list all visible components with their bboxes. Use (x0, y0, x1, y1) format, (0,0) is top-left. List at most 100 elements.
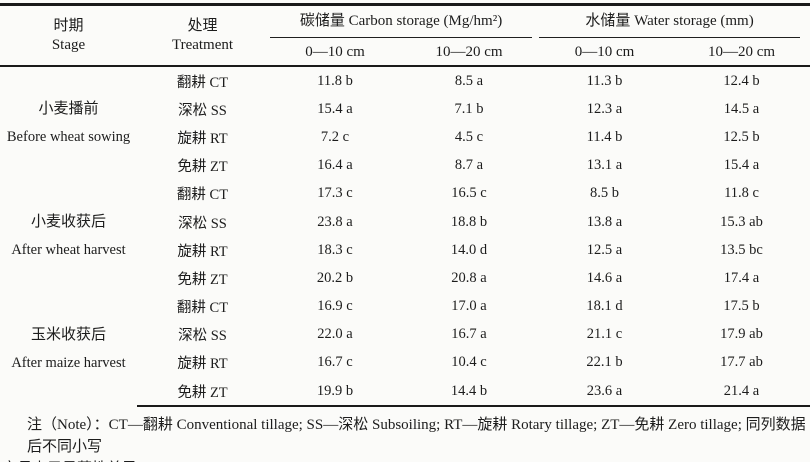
table-row: 深松 SS 22.0 a 16.7 a 21.1 c 17.9 ab (0, 321, 810, 349)
stage-en: Before wheat sowing (6, 129, 131, 146)
value-cell: 11.4 b (586, 128, 623, 145)
value-cell: 17.5 b (723, 298, 760, 315)
value-cell: 17.7 ab (720, 354, 763, 371)
carbon-depth-0-10-header: 0—10 cm (268, 40, 402, 67)
value-cell: 15.3 ab (720, 213, 763, 230)
value-cell: 17.4 a (723, 269, 760, 286)
value-cell: 12.3 a (586, 100, 623, 117)
value-cell: 16.7 c (317, 354, 353, 371)
table-row: 旋耕 RT 16.7 c 10.4 c 22.1 b 17.7 ab (0, 349, 810, 377)
stage-column-header: 时期 Stage (0, 4, 137, 67)
value-cell: 14.0 d (450, 241, 488, 258)
table-row: 小麦收获后 After wheat harvest 翻耕 CT 17.3 c 1… (0, 180, 810, 258)
footnote-line-2: 字母表示显著性差异 (P < 0.05) Different small let… (0, 458, 810, 462)
value-cell: 19.9 b (268, 377, 402, 408)
stage-cell: 小麦播前 Before wheat sowing (0, 66, 137, 180)
stage-zh: 小麦收获后 (30, 213, 106, 230)
stage-zh: 玉米收获后 (30, 327, 106, 344)
treatment-cell: 旋耕 RT (177, 243, 228, 260)
header-row-groups: 时期 Stage 处理 Treatment 碳储量 Carbon storage… (0, 4, 810, 67)
value-cell: 23.8 a (317, 213, 353, 230)
value-cell: 16.4 a (317, 157, 353, 174)
value-cell: 10.4 c (451, 354, 487, 371)
treatment-cell: 深松 SS (178, 215, 227, 232)
stage-cell: 玉米收获后 After maize harvest (0, 293, 137, 407)
table-row: 深松 SS 23.8 a 18.8 b 13.8 a 15.3 ab (0, 208, 810, 236)
stage-en: After wheat harvest (11, 242, 126, 259)
treatment-header-zh: 处理 (187, 17, 218, 34)
value-cell: 15.4 a (723, 157, 760, 174)
water-depth-0-10-header: 0—10 cm (536, 40, 674, 67)
value-cell: 17.9 ab (720, 326, 763, 343)
footnote-line-1: 注（Note）：CT—翻耕 Conventional tillage; SS—深… (27, 417, 806, 456)
carbon-depth-10-20-header: 10—20 cm (402, 40, 537, 67)
value-cell: 13.8 a (586, 213, 623, 230)
treatment-cell: 免耕 ZT (177, 271, 228, 288)
value-cell: 14.4 b (402, 377, 537, 408)
treatment-cell: 免耕 ZT (137, 377, 268, 408)
water-depth-10-20-header: 10—20 cm (673, 40, 810, 67)
value-cell: 21.1 c (586, 326, 623, 343)
value-cell: 23.6 a (536, 377, 674, 408)
treatment-cell: 旋耕 RT (177, 130, 228, 147)
value-cell: 8.5 a (454, 72, 484, 89)
treatment-column-header: 处理 Treatment (137, 4, 268, 67)
value-cell: 17.3 c (317, 185, 353, 202)
value-cell: 12.5 a (586, 241, 623, 258)
value-cell: 21.4 a (673, 377, 810, 408)
value-cell: 12.5 b (723, 128, 760, 145)
value-cell: 14.5 a (723, 100, 760, 117)
treatment-cell: 翻耕 CT (176, 300, 229, 317)
table-row: 旋耕 RT 7.2 c 4.5 c 11.4 b 12.5 b (0, 123, 810, 151)
value-cell: 8.7 a (454, 157, 484, 174)
table-row: 免耕 ZT 20.2 b 20.8 a 14.6 a 17.4 a (0, 264, 810, 292)
value-cell: 12.4 b (723, 72, 760, 89)
treatment-cell: 翻耕 CT (176, 74, 229, 91)
value-cell: 18.3 c (317, 241, 353, 258)
treatment-header-en: Treatment (171, 36, 234, 53)
treatment-cell: 翻耕 CT (176, 187, 229, 204)
table-row: 小麦播前 Before wheat sowing 翻耕 CT 11.8 b 8.… (0, 66, 810, 146)
table-row: 玉米收获后 After maize harvest 翻耕 CT 16.9 c 1… (0, 293, 810, 371)
value-cell: 16.5 c (451, 185, 487, 202)
treatment-cell: 旋耕 RT (177, 356, 228, 373)
table-header: 时期 Stage 处理 Treatment 碳储量 Carbon storage… (0, 4, 810, 67)
stage-en: After maize harvest (11, 355, 126, 372)
treatment-cell: 深松 SS (178, 102, 227, 119)
carbon-storage-group-header: 碳储量 Carbon storage (Mg/hm²) (268, 5, 536, 41)
value-cell: 16.9 c (317, 298, 353, 315)
value-cell: 20.8 a (451, 269, 487, 286)
water-storage-group-header: 水储量 Water storage (mm) (536, 5, 810, 41)
treatment-cell: 深松 SS (178, 328, 227, 345)
table-body: 小麦播前 Before wheat sowing 翻耕 CT 11.8 b 8.… (0, 66, 810, 408)
value-cell: 13.5 bc (720, 241, 763, 258)
header-row-depths: 0—10 cm 10—20 cm 0—10 cm 10—20 cm (0, 40, 810, 67)
value-cell: 14.6 a (586, 269, 623, 286)
value-cell: 18.1 d (586, 298, 623, 315)
results-table: 时期 Stage 处理 Treatment 碳储量 Carbon storage… (0, 3, 810, 408)
value-cell: 22.0 a (317, 326, 353, 343)
stage-zh: 小麦播前 (38, 101, 99, 118)
value-cell: 22.1 b (586, 354, 623, 371)
stage-cell: 小麦收获后 After wheat harvest (0, 180, 137, 293)
value-cell: 11.8 c (724, 185, 759, 202)
table-row: 旋耕 RT 18.3 c 14.0 d 12.5 a 13.5 bc (0, 236, 810, 264)
value-cell: 20.2 b (316, 269, 354, 286)
value-cell: 18.8 b (450, 213, 488, 230)
stage-header-en: Stage (51, 36, 86, 53)
value-cell: 15.4 a (317, 100, 353, 117)
value-cell: 7.2 c (320, 128, 350, 145)
value-cell: 7.1 b (454, 100, 484, 117)
value-cell: 16.7 a (451, 326, 487, 343)
table-row: 免耕 ZT 19.9 b 14.4 b 23.6 a 21.4 a (0, 377, 810, 408)
value-cell: 17.0 a (451, 298, 487, 315)
table-row: 深松 SS 15.4 a 7.1 b 12.3 a 14.5 a (0, 95, 810, 123)
value-cell: 4.5 c (454, 128, 484, 145)
carbon-group-label: 碳储量 Carbon storage (Mg/hm²) (270, 9, 533, 38)
table-footnote: 注（Note）：CT—翻耕 Conventional tillage; SS—深… (0, 414, 810, 462)
stage-header-zh: 时期 (53, 17, 84, 34)
treatment-cell: 免耕 ZT (177, 159, 228, 176)
table-row: 免耕 ZT 16.4 a 8.7 a 13.1 a 15.4 a (0, 152, 810, 180)
value-cell: 11.3 b (586, 72, 623, 89)
